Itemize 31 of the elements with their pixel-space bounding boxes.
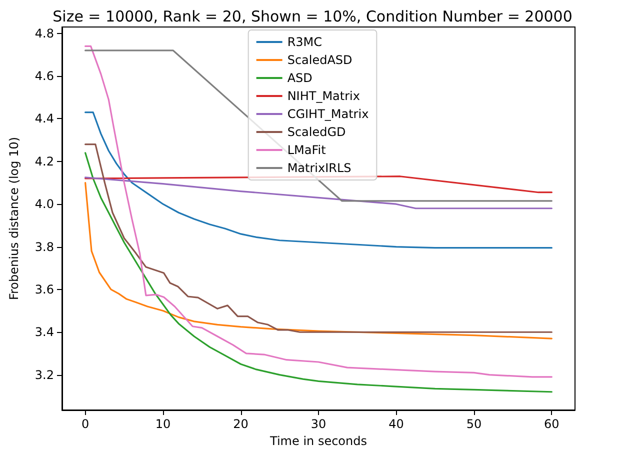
legend-label: NIHT_Matrix [287,89,360,103]
y-tick-label: 3.4 [34,325,54,340]
x-tick-label: 60 [544,417,560,431]
y-tick-label: 3.6 [34,282,54,296]
line-series [84,176,552,210]
x-axis-title: Time in seconds [269,434,367,448]
chart-title: Size = 10000, Rank = 20, Shown = 10%, Condition Number = 20000 [52,8,572,26]
x-tick-label: 10 [155,417,171,431]
line-series [84,45,552,378]
y-tick-label: 4.4 [34,112,54,126]
x-tick-label: 30 [310,417,326,431]
legend-label: ScaledGD [287,125,346,139]
y-tick-label: 3.2 [34,368,54,382]
y-tick-label: 3.8 [34,240,54,254]
x-tick-label: 20 [233,417,248,431]
legend-label: CGIHT_Matrix [287,107,369,121]
legend-label: R3MC [287,35,322,49]
legend-label: LMaFit [287,143,326,157]
legend-label: ASD [287,71,312,85]
y-tick-label: 4.2 [34,154,54,168]
x-tick-label: 50 [466,417,482,431]
legend-label: MatrixIRLS [287,161,352,175]
x-tick-label: 0 [82,417,90,431]
legend-label: ScaledASD [287,53,352,67]
y-tick-label: 4.8 [34,26,54,40]
x-tick-label: 40 [388,417,404,431]
y-tick-label: 4.0 [34,197,54,212]
line-series [84,182,552,340]
line-series [84,144,552,333]
y-tick-label: 4.6 [34,69,54,84]
y-axis-title: Frobenius distance (log 10) [7,136,21,300]
